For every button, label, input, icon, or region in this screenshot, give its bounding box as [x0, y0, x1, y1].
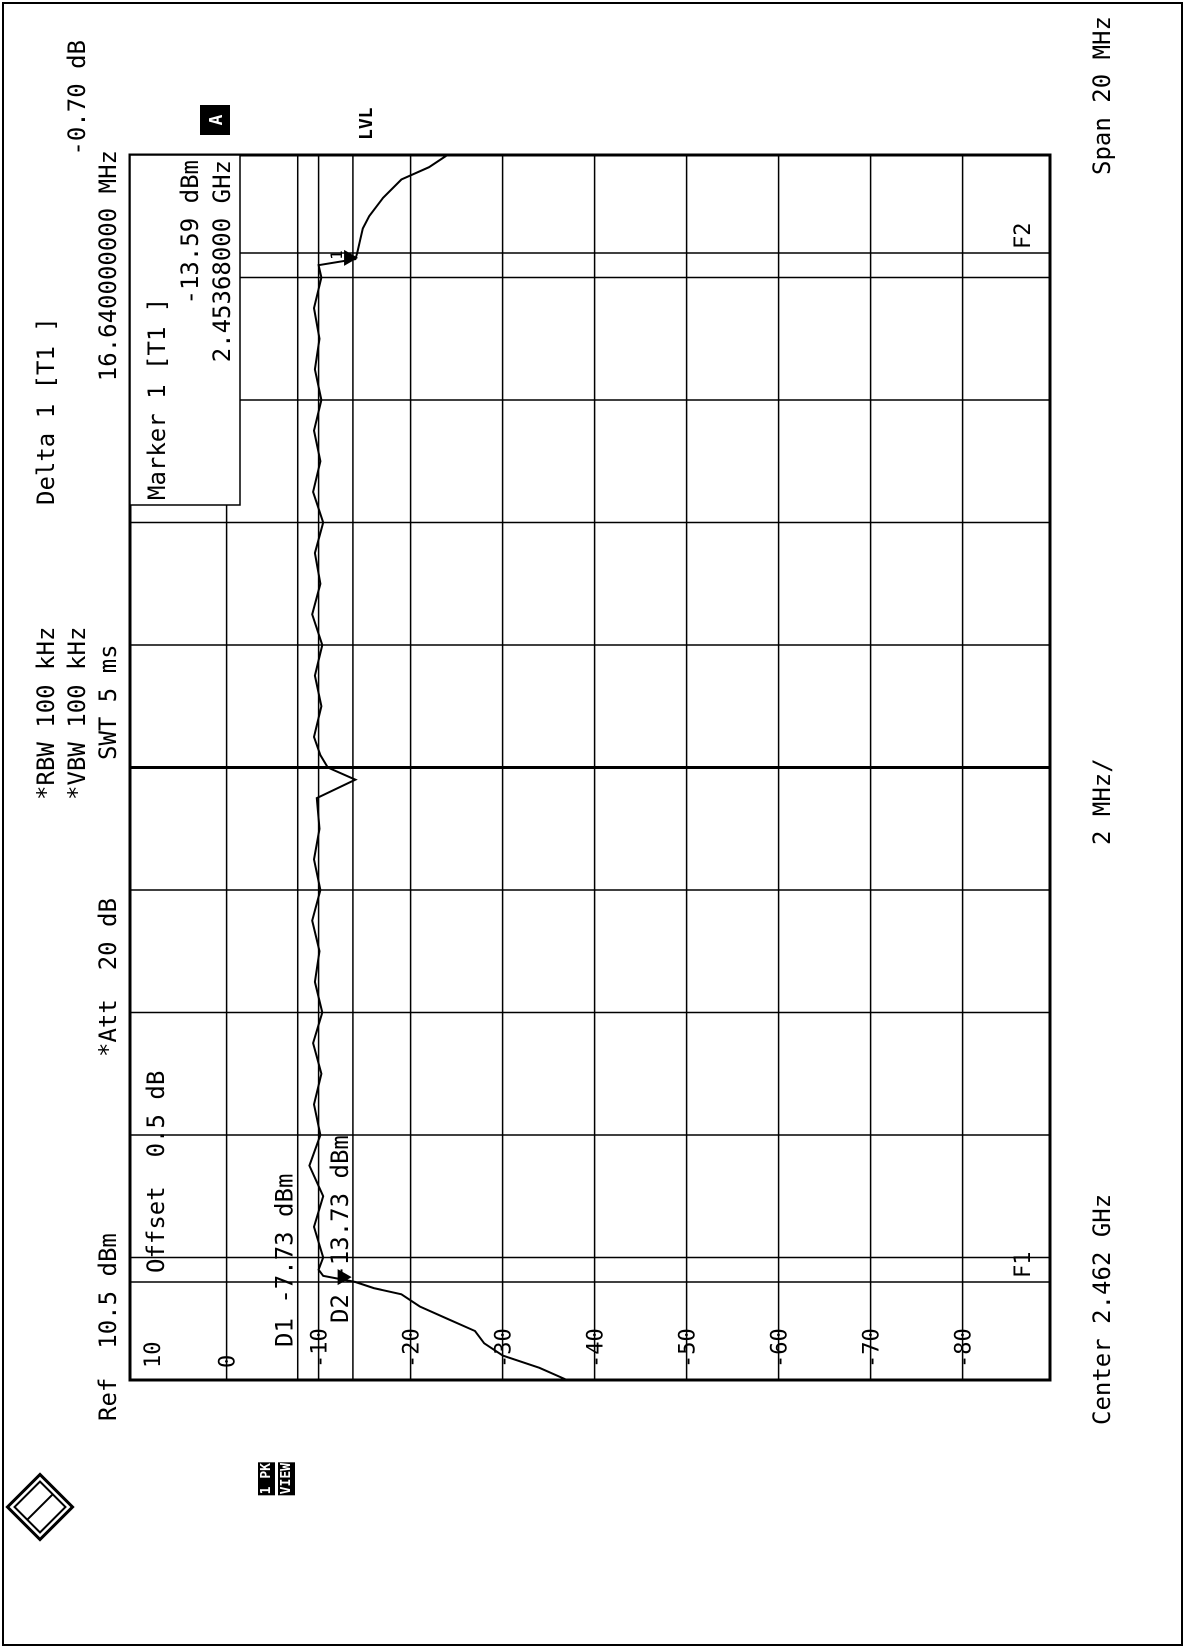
grid-lines — [130, 155, 1050, 1380]
marker-box-title: Marker 1 [T1 ] — [143, 298, 171, 500]
offset-label: Offset 0.5 dB — [142, 1071, 170, 1273]
y-tick-label: -30 — [492, 1328, 517, 1368]
delta-freq: 16.640000000 MHz — [94, 150, 122, 381]
y-tick-label: -20 — [400, 1328, 425, 1368]
y-tick-label: -40 — [584, 1328, 609, 1368]
center-label: Center 2.462 GHz — [1088, 1194, 1116, 1425]
delta-1-triangle — [344, 249, 359, 266]
swt-label: SWT 5 ms — [94, 644, 122, 760]
y-tick-label: -10 — [308, 1328, 333, 1368]
y-tick-label: -50 — [676, 1328, 701, 1368]
y-tick-label: -60 — [768, 1328, 793, 1368]
y-tick-label: 0 — [216, 1355, 241, 1368]
y-tick-label: -80 — [952, 1328, 977, 1368]
freq-line-label-f1: F1 — [1011, 1252, 1036, 1279]
vbw-label: *VBW 100 kHz — [63, 627, 91, 800]
delta-title: Delta 1 [T1 ] — [32, 317, 60, 505]
marker-info-box — [129, 154, 241, 506]
marker-box-level: -13.59 dBm — [176, 160, 204, 305]
freq-line-label-f2: F2 — [1011, 223, 1036, 250]
span-label: Span 20 MHz — [1088, 16, 1116, 175]
channel-badge — [200, 105, 230, 135]
y-tick-labels: 0 -10 -20 -30 -40 -50 -60 -70 -80 — [216, 1328, 977, 1368]
rbw-label: *RBW 100 kHz — [32, 627, 60, 800]
marker-1-triangle — [337, 1269, 352, 1286]
ref-label: Ref 10.5 dBm — [94, 1233, 122, 1421]
top-tick-label: 10 — [141, 1342, 166, 1369]
y-tick-label: -70 — [860, 1328, 885, 1368]
trace-mode-tag: 1 PK — [258, 1462, 275, 1496]
marker-box-freq: 2.45368000 GHz — [208, 160, 236, 362]
per-div-label: 2 MHz/ — [1088, 758, 1116, 845]
delta-marker-number: 1 — [327, 250, 346, 260]
lvl-label: LVL — [356, 107, 377, 140]
delta-level: -0.70 dB — [63, 40, 91, 156]
reference-lines: D1 -7.73 dBm D2 -13.73 dBm F1 F2 — [130, 155, 1050, 1380]
ref-line-label-d2: D2 -13.73 dBm — [326, 1135, 354, 1323]
ref-line-label-d1: D1 -7.73 dBm — [271, 1174, 299, 1347]
channel-badge-label: A — [206, 114, 227, 125]
rohde-schwarz-logo — [5, 1472, 75, 1542]
att-label: *Att 20 dB — [94, 898, 122, 1057]
markers: 1 — [327, 249, 359, 1286]
view-tag: VIEW — [278, 1462, 295, 1496]
